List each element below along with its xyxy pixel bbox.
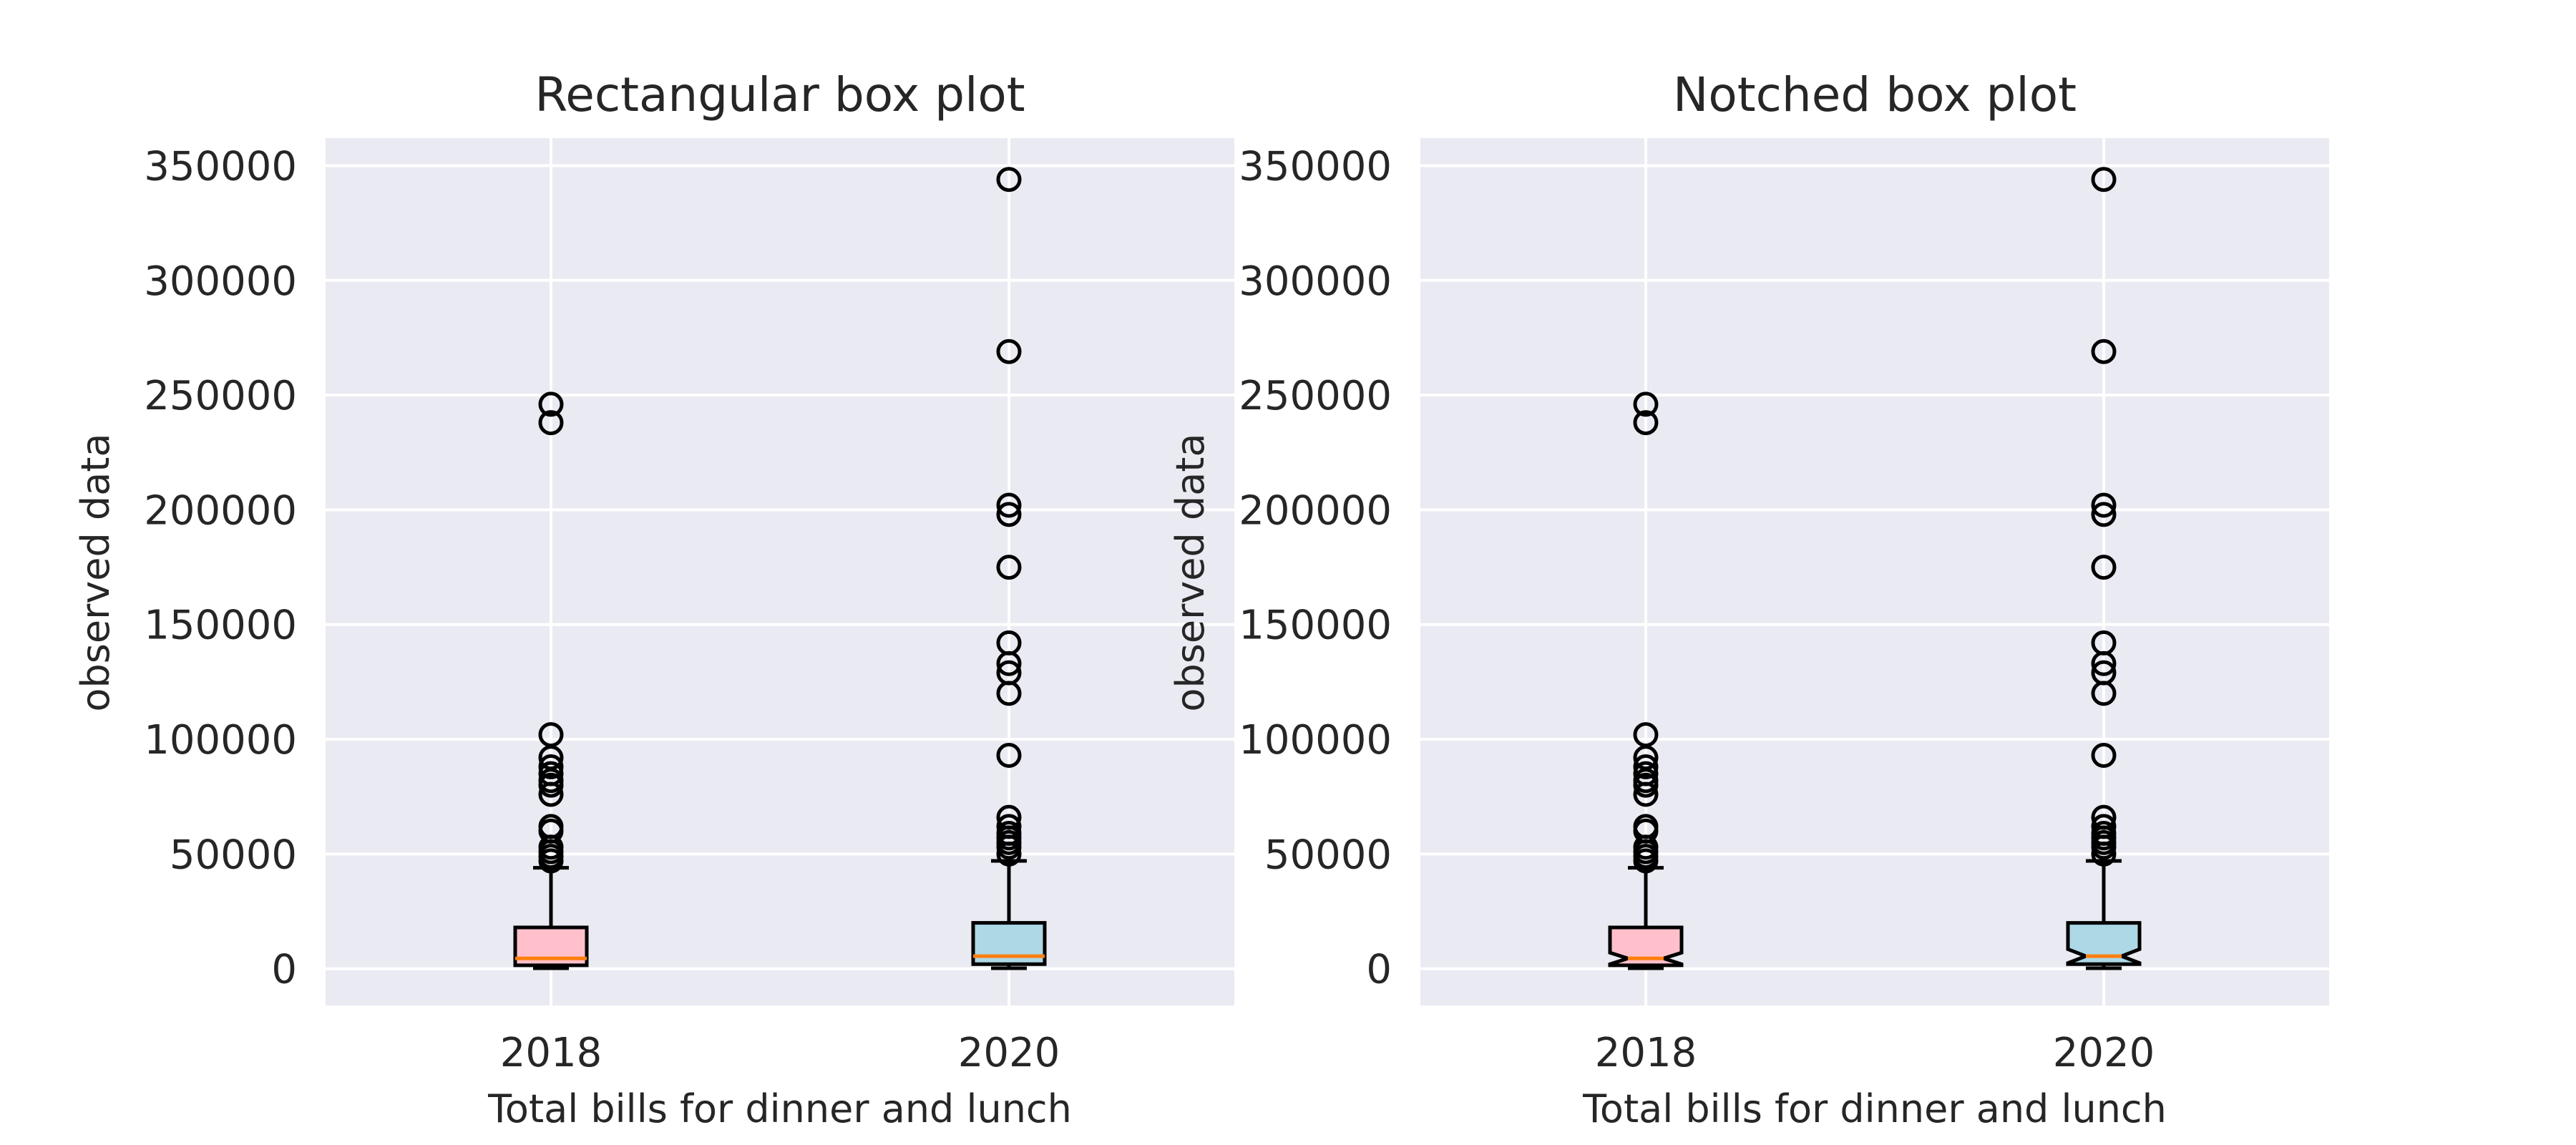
y-tick-label: 200000 <box>1239 487 1392 534</box>
y-tick-label: 300000 <box>1239 258 1392 305</box>
y-tick-label: 50000 <box>170 832 297 878</box>
outlier-point <box>538 391 564 417</box>
outlier-point <box>2091 660 2117 686</box>
outlier-point <box>2091 630 2117 656</box>
plot-area-rectangular <box>326 138 1234 1005</box>
outlier-point <box>538 754 564 780</box>
outlier-point <box>2091 814 2117 839</box>
x-tick-label: 2020 <box>958 1030 1060 1076</box>
outlier-point <box>2091 338 2117 364</box>
outlier-point <box>2091 743 2117 769</box>
outlier-point <box>2091 804 2117 830</box>
x-axis-label: Total bills for dinner and lunch <box>487 1086 1072 1131</box>
y-tick-label: 50000 <box>1264 832 1392 878</box>
marks-notched <box>1608 167 2142 970</box>
y-tick-label: 300000 <box>144 258 297 305</box>
box <box>1608 925 1684 968</box>
outlier-point <box>1633 814 1659 839</box>
outlier-point <box>1633 754 1659 780</box>
outlier-point <box>996 502 1022 527</box>
outlier-point <box>996 492 1022 518</box>
plot-area-notched <box>1420 138 2329 1005</box>
outlier-point <box>538 722 564 748</box>
y-tick-label: 250000 <box>144 373 297 419</box>
outlier-point <box>538 761 564 786</box>
outlier-point <box>996 338 1022 364</box>
y-tick-label: 0 <box>1366 947 1392 993</box>
y-tick-label: 350000 <box>144 143 297 190</box>
outlier-point <box>1633 722 1659 748</box>
x-axis-label: Total bills for dinner and lunch <box>1582 1086 2167 1131</box>
y-axis-label: observed data <box>73 433 118 711</box>
x-tick-label: 2018 <box>500 1030 602 1076</box>
outlier-point <box>2091 821 2117 847</box>
outlier-point <box>996 814 1022 839</box>
outlier-point <box>996 804 1022 830</box>
outlier-point <box>996 630 1022 656</box>
box <box>2066 921 2142 966</box>
marks-rectangular <box>513 167 1047 970</box>
y-axis-label: observed data <box>1168 433 1213 711</box>
outlier-point <box>1633 410 1659 436</box>
chart-title: Notched box plot <box>1673 67 2077 122</box>
x-tick-label: 2020 <box>2053 1030 2155 1076</box>
x-ticks-notched: 2018 2020 <box>1595 1030 2155 1076</box>
chart-title: Rectangular box plot <box>535 67 1025 122</box>
outlier-point <box>2091 167 2117 193</box>
y-tick-label: 100000 <box>144 717 297 764</box>
y-tick-label: 350000 <box>1239 143 1392 190</box>
y-ticks-rectangular: 0 50000 100000 150000 200000 250000 300000 3500… <box>144 143 297 993</box>
x-ticks-rectangular: 2018 2020 <box>500 1030 1060 1076</box>
outlier-point <box>2091 492 2117 518</box>
y-tick-label: 150000 <box>144 603 297 649</box>
outlier-point <box>538 410 564 436</box>
box <box>971 921 1047 966</box>
outlier-point <box>1633 761 1659 786</box>
outlier-point <box>996 743 1022 769</box>
outlier-point <box>2091 555 2117 580</box>
y-tick-label: 250000 <box>1239 373 1392 419</box>
outlier-point <box>1633 391 1659 417</box>
outlier-point <box>996 555 1022 580</box>
x-tick-label: 2018 <box>1595 1030 1697 1076</box>
y-tick-label: 200000 <box>144 487 297 534</box>
y-ticks-notched: 0 50000 100000 150000 200000 250000 300000 3500… <box>1239 143 1392 993</box>
y-tick-label: 0 <box>271 947 297 993</box>
y-tick-label: 150000 <box>1239 603 1392 649</box>
outlier-point <box>2091 502 2117 527</box>
outlier-point <box>996 821 1022 847</box>
outlier-point <box>996 660 1022 686</box>
y-tick-label: 100000 <box>1239 717 1392 764</box>
chart-rectangular: 0 50000 100000 150000 200000 250000 300000 3500… <box>73 67 1234 1131</box>
outlier-point <box>996 167 1022 193</box>
outlier-point <box>538 814 564 839</box>
chart-notched: 0 50000 100000 150000 200000 250000 300000 3500… <box>1168 67 2329 1131</box>
